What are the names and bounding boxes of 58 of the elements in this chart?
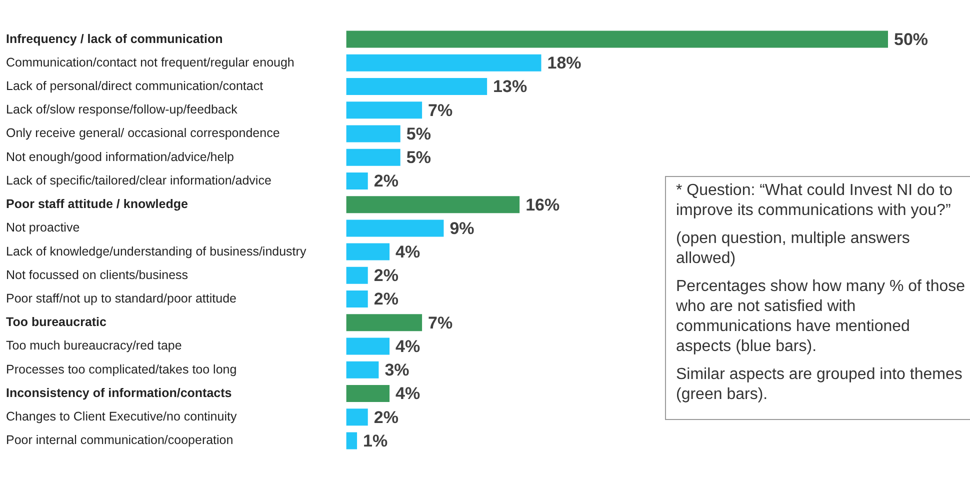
y-tick-label: Inconsistency of information/contacts (6, 386, 232, 400)
data-label: 3% (384, 360, 410, 380)
bar (346, 148, 400, 166)
annotation: (open question, multiple answers allowed) (676, 229, 911, 269)
y-tick-label: Not enough/good information/advice/help (6, 150, 234, 164)
y-tick-label: Lack of specific/tailored/clear information/advice (6, 173, 272, 188)
y-tick-label: Poor internal communication/cooperation (6, 433, 234, 448)
bar (346, 408, 368, 426)
y-tick-label: Not focussed on clients/business (6, 268, 188, 282)
data-label: 7% (428, 100, 453, 120)
data-label: 50% (894, 30, 928, 49)
bar (346, 78, 488, 96)
data-label: 2% (374, 172, 398, 191)
bar (346, 432, 358, 450)
bar (346, 172, 368, 190)
y-tick-label: Lack of knowledge/understanding of business/industry (6, 244, 307, 258)
data-label: 9% (450, 218, 474, 238)
data-label: 1% (363, 431, 388, 450)
y-tick-label: Only receive general/ occasional correspondence (6, 126, 280, 140)
y-tick-label: Changes to Client Executive/no continuity (6, 410, 238, 424)
bar (346, 384, 390, 402)
y-tick-label: Communication/contact not frequent/regular enough (6, 55, 294, 70)
y-tick-label: Poor staff/not up to standard/poor attitude (6, 291, 237, 306)
bar (346, 338, 390, 355)
data-label: 16% (526, 195, 560, 214)
bar (346, 102, 422, 119)
annotation: Similar aspects are grouped into themes (green bars). (676, 365, 964, 405)
data-label: 4% (396, 336, 420, 356)
y-tick-label: Lack of personal/direct communication/contact (6, 78, 264, 93)
y-tick-label: Infrequency / lack of communication (6, 32, 223, 46)
bar (346, 314, 422, 332)
data-label: 7% (428, 313, 453, 332)
data-label: 4% (396, 242, 420, 262)
bar (346, 196, 520, 214)
data-label: 4% (396, 384, 420, 404)
data-label: 2% (374, 266, 398, 286)
y-tick-label: Too bureaucratic (6, 315, 107, 330)
data-label: 2% (374, 290, 398, 309)
y-tick-label: Too much bureaucracy/red tape (6, 338, 182, 353)
y-tick-label: Not proactive (6, 220, 80, 235)
bar (346, 290, 368, 308)
bar (346, 243, 390, 260)
y-tick-label: Lack of/slow response/follow-up/feedback (6, 102, 238, 117)
bar (346, 266, 368, 284)
annotation: Percentages show how many % of those who are not satisfied with communications have mentioned aspects (blue bars). (676, 277, 966, 357)
bar (346, 220, 444, 237)
y-tick-label: Poor staff attitude / knowledge (6, 197, 188, 212)
data-label: 5% (406, 148, 431, 168)
data-label: 18% (547, 54, 582, 73)
bar (346, 30, 888, 48)
annotation: * Question: “What could Invest NI do to improve its communications with you?” (676, 181, 954, 221)
y-tick-label: Processes too complicated/takes too long (6, 362, 237, 376)
bar (346, 125, 400, 142)
data-label: 2% (374, 408, 398, 427)
data-label: 5% (406, 124, 431, 144)
bar (346, 361, 379, 378)
bar (346, 54, 542, 72)
data-label: 13% (493, 77, 528, 96)
